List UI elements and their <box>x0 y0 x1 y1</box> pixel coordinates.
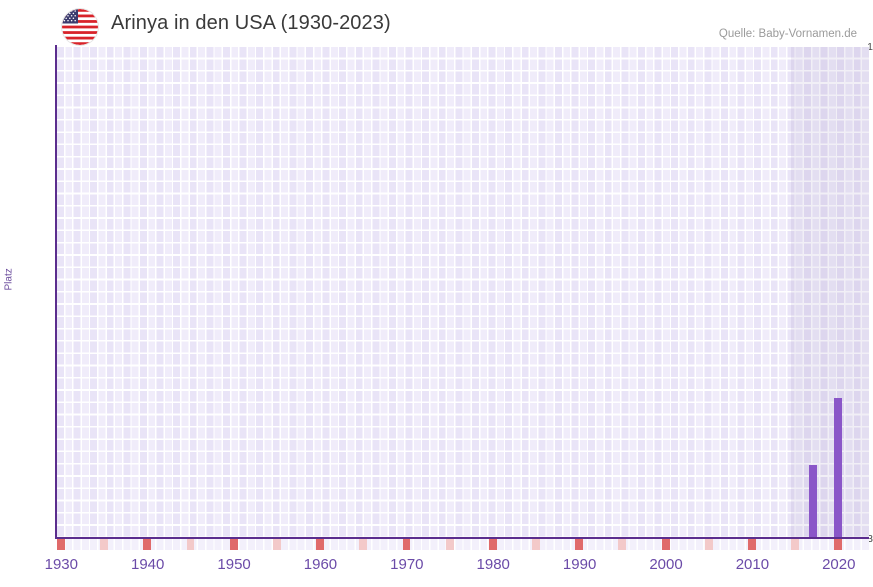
source-note: Quelle: Baby-Vornamen.de <box>718 28 857 40</box>
x-axis-tick-marker <box>791 539 800 550</box>
y-axis-tick-top: 1 <box>867 41 873 53</box>
x-axis-tick-marker <box>143 539 152 550</box>
shaded-region <box>791 47 869 538</box>
x-axis-tick-marker <box>100 539 109 550</box>
bar <box>808 464 817 538</box>
bar <box>834 397 843 538</box>
tick-strip-grid <box>57 539 869 550</box>
x-axis-tick-label: 1940 <box>131 556 165 573</box>
x-axis-tick-label: 2020 <box>822 556 856 573</box>
x-axis-tick-marker <box>834 539 843 550</box>
chart-title: Arinya in den USA (1930-2023) <box>111 12 391 34</box>
x-axis-tick-label: 1930 <box>44 556 78 573</box>
x-axis-tick-marker <box>661 539 670 550</box>
x-axis-tick-label: 2010 <box>735 556 770 573</box>
x-axis-tick-marker <box>272 539 281 550</box>
x-axis-tick-marker <box>229 539 238 550</box>
x-axis-tick-marker <box>57 539 65 550</box>
x-axis-tick-marker <box>532 539 540 550</box>
x-axis-line <box>57 537 869 539</box>
plot-area <box>57 47 869 538</box>
y-axis-line <box>55 45 57 539</box>
x-axis-tick-marker <box>186 539 195 550</box>
x-axis-tick-marker <box>359 539 368 550</box>
grid-lines <box>57 47 869 538</box>
x-axis-tick-marker <box>488 539 497 550</box>
x-axis-tick-marker <box>445 539 454 550</box>
x-axis-tick-label: 1960 <box>303 556 338 573</box>
x-axis-tick-strip <box>57 539 869 550</box>
x-axis-tick-marker <box>316 539 324 550</box>
us-flag-icon <box>62 9 98 45</box>
x-axis-tick-label: 1980 <box>476 556 510 573</box>
x-axis-tick-marker <box>575 539 584 550</box>
x-axis-tick-marker <box>748 539 756 550</box>
x-axis-tick-label: 2000 <box>649 556 683 573</box>
x-axis-tick-marker <box>618 539 627 550</box>
y-axis-title: Platz <box>3 268 15 291</box>
x-axis-tick-label: 1970 <box>390 556 424 573</box>
chart-header: Arinya in den USA (1930-2023) Quelle: Ba… <box>0 0 873 47</box>
x-axis-tick-marker <box>402 539 411 550</box>
x-axis-tick-label: 1950 <box>217 556 251 573</box>
x-axis-tick-marker <box>704 539 713 550</box>
x-axis-tick-label: 1990 <box>562 556 597 573</box>
